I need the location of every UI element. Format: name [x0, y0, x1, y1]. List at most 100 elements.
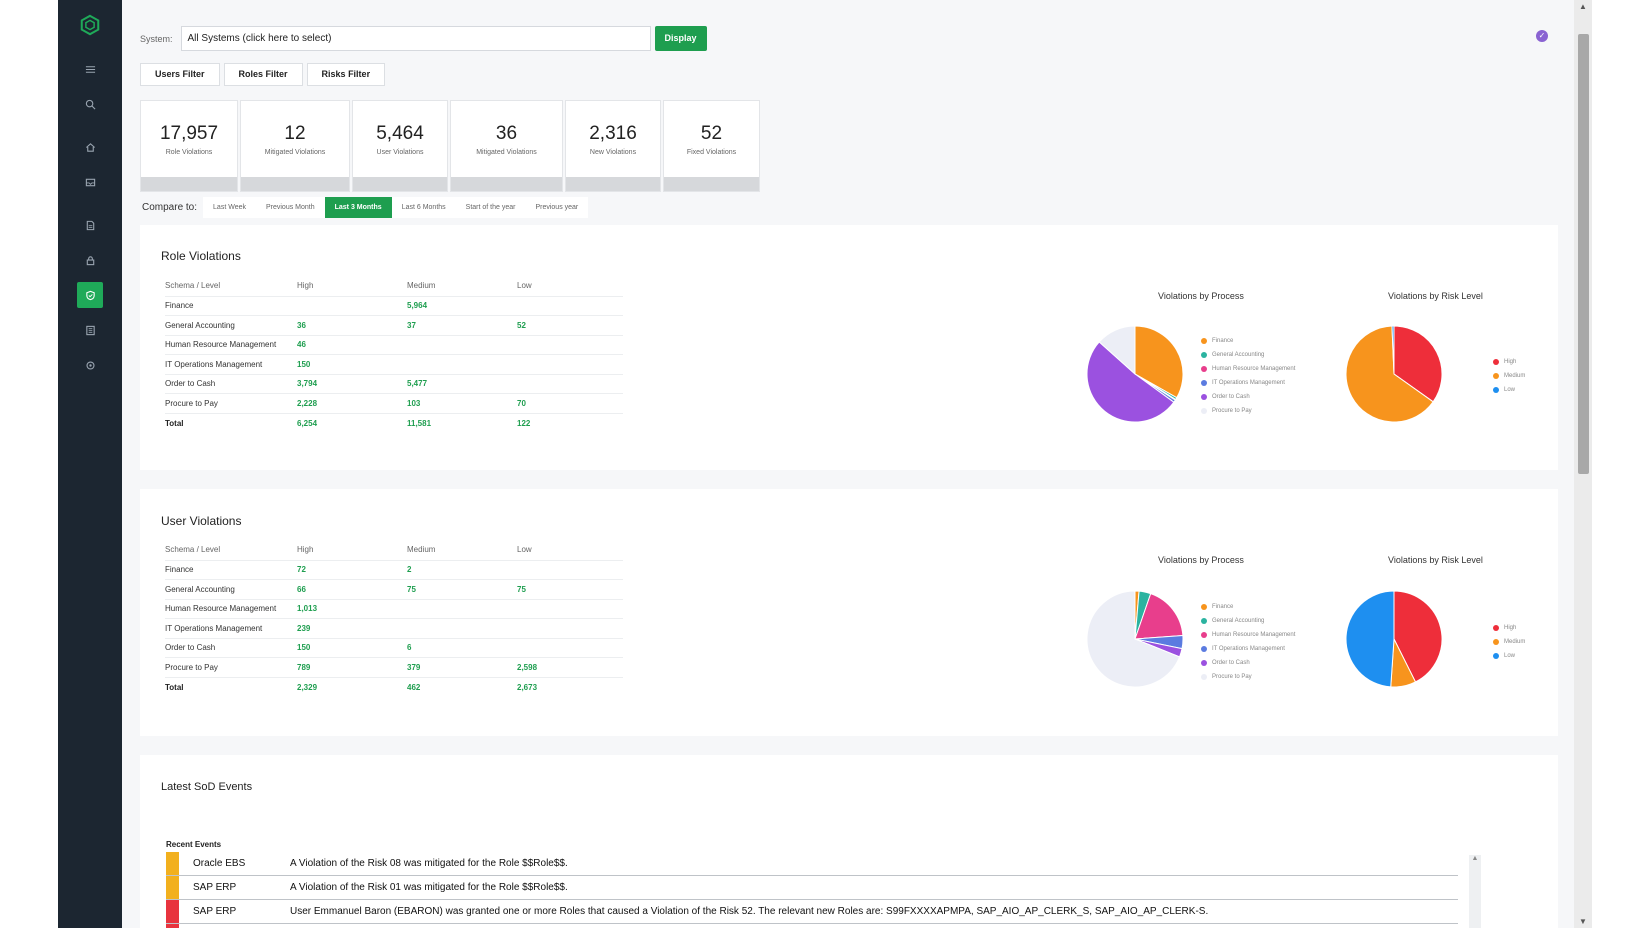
compare-last-6-months[interactable]: Last 6 Months [391, 197, 456, 218]
value-cell[interactable] [297, 295, 407, 316]
legend-item[interactable]: High [1493, 621, 1525, 635]
value-cell[interactable] [517, 373, 623, 394]
home-icon[interactable] [77, 134, 103, 160]
inbox-icon[interactable] [77, 169, 103, 195]
legend-item[interactable]: High [1493, 355, 1525, 369]
value-cell[interactable]: 1,013 [297, 598, 407, 619]
value-cell[interactable]: 52 [517, 315, 623, 335]
events-scrollbar[interactable]: ▲ [1469, 855, 1481, 928]
value-cell[interactable]: 789 [297, 657, 407, 677]
value-cell[interactable] [407, 598, 517, 619]
users-filter-button[interactable]: Users Filter [140, 63, 220, 86]
value-cell[interactable] [517, 295, 623, 316]
app-logo-icon[interactable] [79, 14, 101, 36]
legend-item[interactable]: Finance [1201, 334, 1295, 348]
kpi-mitigated-role-violations[interactable]: 12 Mitigated Violations [240, 100, 350, 192]
value-cell[interactable] [517, 637, 623, 658]
scroll-up-icon[interactable]: ▲ [1471, 855, 1479, 862]
pie-slice-low[interactable] [1391, 325, 1395, 375]
value-cell[interactable]: 36 [297, 315, 407, 335]
value-cell[interactable] [517, 354, 623, 374]
legend-item[interactable]: Low [1493, 649, 1525, 663]
document-icon[interactable] [77, 212, 103, 238]
value-cell[interactable]: 75 [517, 579, 623, 599]
kpi-mitigated-user-violations[interactable]: 36 Mitigated Violations [450, 100, 563, 192]
compare-previous-year[interactable]: Previous year [525, 197, 589, 218]
menu-icon[interactable] [77, 56, 103, 82]
settings-icon[interactable] [77, 352, 103, 378]
value-cell[interactable]: 3,794 [297, 373, 407, 394]
value-cell[interactable]: 72 [297, 559, 407, 580]
compare-last-3-months[interactable]: Last 3 Months [324, 197, 392, 218]
value-cell[interactable]: 70 [517, 393, 623, 413]
value-cell[interactable] [517, 559, 623, 580]
pie-slice-high[interactable] [1393, 325, 1443, 403]
kpi-user-violations[interactable]: 5,464 User Violations [352, 100, 448, 192]
value-cell[interactable]: 5,964 [407, 295, 517, 316]
search-icon[interactable] [77, 91, 103, 117]
lock-icon[interactable] [77, 247, 103, 273]
pie-slice-procure-to-pay[interactable] [1098, 325, 1136, 376]
value-cell[interactable] [517, 618, 623, 638]
kpi-role-violations[interactable]: 17,957 Role Violations [140, 100, 238, 192]
kpi-fixed-violations[interactable]: 52 Fixed Violations [663, 100, 760, 192]
value-cell[interactable] [407, 618, 517, 638]
list-icon[interactable] [77, 317, 103, 343]
legend-item[interactable]: Order to Cash [1201, 656, 1295, 670]
event-row[interactable] [166, 924, 1458, 928]
pie-slice-medium[interactable] [1345, 325, 1434, 423]
event-row[interactable]: SAP ERP User Emmanuel Baron (EBARON) was … [166, 900, 1458, 924]
pie-slice-low[interactable] [1345, 590, 1395, 688]
pie-slice-finance[interactable] [1134, 325, 1184, 399]
pie-slice-procure-to-pay[interactable] [1086, 590, 1181, 688]
compare-previous-month[interactable]: Previous Month [255, 197, 325, 218]
compare-last-week[interactable]: Last Week [203, 197, 256, 218]
scrollbar-thumb[interactable] [1578, 34, 1589, 474]
value-cell[interactable]: 46 [297, 334, 407, 355]
legend-item[interactable]: Order to Cash [1201, 390, 1295, 404]
value-cell[interactable]: 150 [297, 637, 407, 658]
legend-item[interactable]: Finance [1201, 600, 1295, 614]
value-cell[interactable] [407, 354, 517, 374]
value-cell[interactable] [517, 598, 623, 619]
compare-start-of-year[interactable]: Start of the year [455, 197, 526, 218]
display-button[interactable]: Display [654, 26, 707, 51]
legend-item[interactable]: Human Resource Management [1201, 362, 1295, 376]
legend-item[interactable]: IT Operations Management [1201, 376, 1295, 390]
legend-item[interactable]: Human Resource Management [1201, 628, 1295, 642]
value-cell[interactable]: 150 [297, 354, 407, 374]
event-row[interactable]: SAP ERP A Violation of the Risk 01 was mi… [166, 876, 1458, 900]
value-cell[interactable]: 2,228 [297, 393, 407, 413]
value-cell[interactable]: 5,477 [407, 373, 517, 394]
value-cell[interactable]: 379 [407, 657, 517, 677]
event-row[interactable]: Oracle EBS A Violation of the Risk 08 was… [166, 852, 1458, 876]
scroll-up-icon[interactable]: ▲ [1579, 2, 1587, 11]
notification-icon[interactable]: ✓ [1536, 30, 1548, 42]
scroll-down-icon[interactable]: ▼ [1579, 917, 1587, 926]
system-select-input[interactable]: All Systems (click here to select) [180, 26, 651, 51]
legend-item[interactable]: Low [1493, 383, 1525, 397]
risks-filter-button[interactable]: Risks Filter [306, 63, 386, 86]
value-cell[interactable]: 103 [407, 393, 517, 413]
legend-item[interactable]: Procure to Pay [1201, 404, 1295, 418]
value-cell[interactable]: 6 [407, 637, 517, 658]
shield-icon[interactable] [77, 282, 103, 308]
value-cell[interactable] [407, 334, 517, 355]
kpi-new-violations[interactable]: 2,316 New Violations [565, 100, 661, 192]
legend-item[interactable]: IT Operations Management [1201, 642, 1295, 656]
value-cell[interactable] [517, 334, 623, 355]
value-cell[interactable]: 66 [297, 579, 407, 599]
value-cell[interactable]: 37 [407, 315, 517, 335]
value-cell[interactable]: 75 [407, 579, 517, 599]
legend-item[interactable]: Medium [1493, 635, 1525, 649]
pie-slice-order-to-cash[interactable] [1086, 341, 1175, 423]
value-cell[interactable]: 2 [407, 559, 517, 580]
pie-slice-high[interactable] [1393, 590, 1443, 683]
value-cell[interactable]: 2,598 [517, 657, 623, 677]
legend-item[interactable]: General Accounting [1201, 348, 1295, 362]
legend-item[interactable]: Medium [1493, 369, 1525, 383]
legend-item[interactable]: General Accounting [1201, 614, 1295, 628]
roles-filter-button[interactable]: Roles Filter [223, 63, 303, 86]
value-cell[interactable]: 239 [297, 618, 407, 638]
pie-slice-human-resource-management[interactable] [1134, 593, 1184, 640]
